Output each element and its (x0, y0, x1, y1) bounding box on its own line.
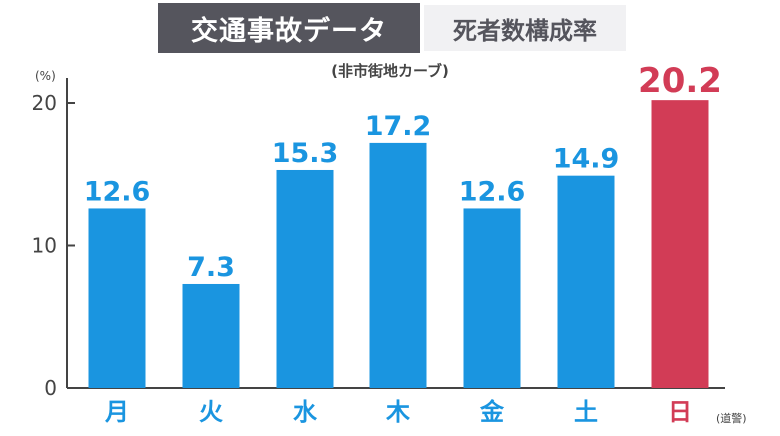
chart-title: 交通事故データ (158, 3, 420, 53)
x-tick-label: 月 (104, 398, 129, 426)
bar (276, 169, 334, 388)
data-label: 7.3 (187, 252, 235, 283)
data-label: 12.6 (459, 176, 526, 207)
source-note: (道警) (716, 411, 747, 425)
bar (463, 208, 521, 388)
bar (557, 175, 615, 388)
y-tick-label: 0 (44, 376, 57, 400)
x-tick-label: 日 (668, 398, 692, 426)
y-tick-label: 20 (32, 91, 57, 115)
chart-subtitle: 死者数構成率 (424, 5, 626, 51)
data-label: 20.2 (638, 61, 722, 101)
x-tick-label: 火 (199, 398, 223, 426)
bar (182, 283, 240, 388)
y-tick-label: 10 (32, 234, 57, 258)
data-label: 12.6 (84, 176, 151, 207)
bar (88, 208, 146, 388)
bar (651, 100, 709, 389)
x-tick-label: 土 (574, 398, 598, 426)
x-tick-label: 水 (293, 398, 318, 426)
chart-note: (非市街地カーブ) (331, 62, 449, 80)
bar (369, 142, 427, 388)
data-label: 14.9 (553, 144, 620, 175)
data-label: 17.2 (365, 111, 432, 142)
y-axis-unit: (%) (35, 69, 56, 83)
x-tick-label: 金 (479, 398, 505, 426)
x-tick-label: 木 (385, 398, 411, 426)
data-label: 15.3 (272, 138, 339, 169)
